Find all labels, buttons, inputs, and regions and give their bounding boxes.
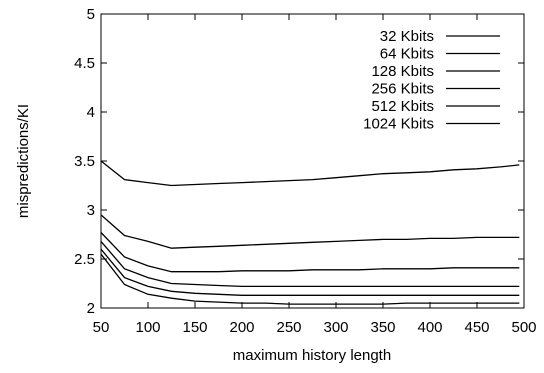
y-axis-label: mispredictions/KI (15, 104, 32, 218)
y-tick-label: 3.5 (74, 153, 95, 170)
x-tick-label: 50 (93, 319, 110, 336)
x-tick-label: 450 (464, 319, 489, 336)
legend-label: 256 Kbits (371, 81, 434, 98)
series-line-32-kbits (100, 160, 520, 187)
legend-label: 1024 Kbits (363, 116, 434, 133)
x-tick-label: 300 (323, 319, 348, 336)
series-line-128-kbits (100, 232, 520, 273)
series-line-1024-kbits (100, 253, 520, 305)
legend-label: 512 Kbits (371, 98, 434, 115)
y-tick-label: 4 (87, 104, 95, 121)
x-tick-label: 100 (135, 319, 160, 336)
legend-label: 128 Kbits (371, 63, 434, 80)
x-axis-label: maximum history length (233, 347, 391, 364)
legend-label: 64 Kbits (380, 46, 434, 63)
x-tick-label: 200 (229, 319, 254, 336)
y-tick-label: 5 (87, 6, 95, 23)
y-tick-label: 2 (87, 300, 95, 317)
series-line-64-kbits (100, 214, 520, 249)
y-tick-label: 3 (87, 202, 95, 219)
plot-frame (100, 13, 525, 309)
legend-label: 32 Kbits (380, 28, 434, 45)
x-tick-label: 400 (417, 319, 442, 336)
series-line-512-kbits (100, 248, 520, 296)
series-lines (100, 160, 520, 305)
x-tick-label: 150 (182, 319, 207, 336)
x-tick-label: 500 (511, 319, 536, 336)
y-tick-label: 2.5 (74, 251, 95, 268)
x-tick-label: 350 (370, 319, 395, 336)
y-tick-label: 4.5 (74, 55, 95, 72)
axis-ticks: 50 100 150 200 250 300 350 400 450 500 2 2.5 3 3.5 4 4.… (74, 6, 536, 336)
x-tick-label: 250 (276, 319, 301, 336)
series-line-256-kbits (100, 240, 520, 288)
